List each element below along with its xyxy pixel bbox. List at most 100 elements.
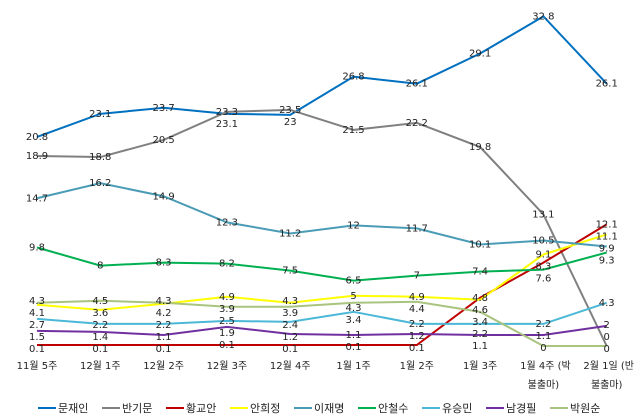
data-label: 22.2 [406,118,428,129]
data-label: 4.1 [29,308,45,319]
data-label: 14.9 [152,191,174,202]
data-label: 1.1 [535,331,551,342]
data-label: 19.8 [469,142,491,153]
data-label: 7.6 [535,274,551,285]
legend-label: 황교안 [186,402,216,415]
series-lines [36,15,608,347]
data-label: 5 [350,291,356,302]
data-label: 23.1 [216,119,238,130]
data-label: 2.5 [219,316,235,327]
x-tick-label: 12월 3주 [207,360,248,372]
legend-label: 반기문 [122,402,152,415]
data-label: 32.8 [532,11,554,22]
data-label: 29.1 [469,49,491,60]
legend-item: 박원순 [550,402,600,415]
legend-label: 이재명 [314,402,344,415]
data-label: 9.3 [599,255,615,266]
data-label: 0 [540,343,546,354]
data-label: 0.1 [346,342,362,353]
x-tick-label: 1월 1주 [336,360,370,372]
legend-item: 유승민 [422,402,472,415]
data-label: 4.9 [219,292,235,303]
data-label: 16.2 [89,178,111,189]
data-labels: 20.818.914.79.84.34.12.71.50.123.118.816… [26,11,618,355]
x-tick-label: 12월 4주 [270,360,311,372]
data-label: 20.8 [26,132,48,143]
data-label: 0.1 [156,344,172,355]
data-label: 23.5 [279,105,301,116]
x-tick-label: 1월 4주 (박 [520,360,571,372]
legend-item: 이재명 [294,402,344,415]
data-label: 8.3 [535,262,551,273]
x-tick-label: 1월 2주 [400,360,434,372]
data-label: 26.8 [342,72,364,83]
data-label: 1.1 [156,332,172,343]
legend: 문재인 반기문 황교안 안희정 이재명 안철수 유승민 남경필 박원순 [38,402,600,415]
data-label: 4.3 [599,298,615,309]
data-label: 4.8 [472,293,488,304]
series-line-1 [36,108,608,347]
data-label: 12.3 [216,217,238,228]
data-label: 26.1 [596,79,618,90]
series-line-3 [36,233,608,311]
legend-item: 반기문 [102,402,152,415]
data-label: 18.8 [89,152,111,163]
data-label: 23.3 [216,107,238,118]
x-tick-label: 불출마) [591,379,623,391]
data-label: 8.3 [156,258,172,269]
data-label: 2.2 [472,329,488,340]
data-label: 23 [284,117,297,128]
x-axis-ticks: 11월 5주 12월 1주 12월 2주 12월 3주 12월 4주 1월 1주 1월 2주… [17,360,634,391]
data-label: 23.1 [89,109,111,120]
data-label: 4.3 [346,303,362,314]
data-label: 23.7 [152,103,174,114]
legend-label: 남경필 [506,402,536,415]
data-label: 8 [97,261,103,272]
data-label: 10.1 [469,239,491,250]
x-tick-label: 1월 3주 [463,360,497,372]
data-label: 3.4 [346,315,362,326]
data-label: 1.1 [346,330,362,341]
data-label: 1.2 [409,331,425,342]
data-label: 0.1 [219,340,235,351]
x-tick-label: 12월 1주 [80,360,121,372]
data-label: 2.4 [282,320,298,331]
data-label: 12 [347,220,360,231]
data-label: 0.1 [282,344,298,355]
legend-label: 안철수 [378,402,408,415]
data-label: 7.5 [282,266,298,277]
data-label: 3.6 [92,308,108,319]
x-tick-label: 불출마) [528,379,560,391]
data-label: 2.7 [29,320,45,331]
data-label: 1.1 [472,341,488,352]
data-label: 21.5 [342,125,364,136]
data-label: 4.3 [29,296,45,307]
data-label: 7 [414,271,420,282]
data-label: 3.9 [219,304,235,315]
data-label: 2 [604,320,610,331]
legend-label: 유승민 [442,402,472,415]
data-label: 4.9 [409,292,425,303]
data-label: 13.1 [532,209,554,220]
legend-label: 문재인 [58,402,88,415]
data-label: 2.2 [92,320,108,331]
data-label: 8.2 [219,259,235,270]
data-label: 0.1 [409,343,425,354]
data-label: 14.7 [26,193,48,204]
series-line-4 [36,182,607,248]
data-label: 9.8 [29,243,45,254]
data-label: 0.1 [92,344,108,355]
data-label: 4.2 [156,308,172,319]
data-label: 2.2 [535,319,551,330]
series-line-7 [36,324,607,336]
data-label: 1.9 [219,328,235,339]
series-line-5 [36,246,607,282]
data-label: 1.2 [282,332,298,343]
data-label: 12.1 [596,219,618,230]
data-label: 0.1 [29,344,45,355]
data-label: 6.5 [346,276,362,287]
data-label: 10.5 [532,235,554,246]
data-label: 11.7 [406,223,428,234]
series-line-2 [37,223,608,346]
data-label: 3.4 [472,317,488,328]
